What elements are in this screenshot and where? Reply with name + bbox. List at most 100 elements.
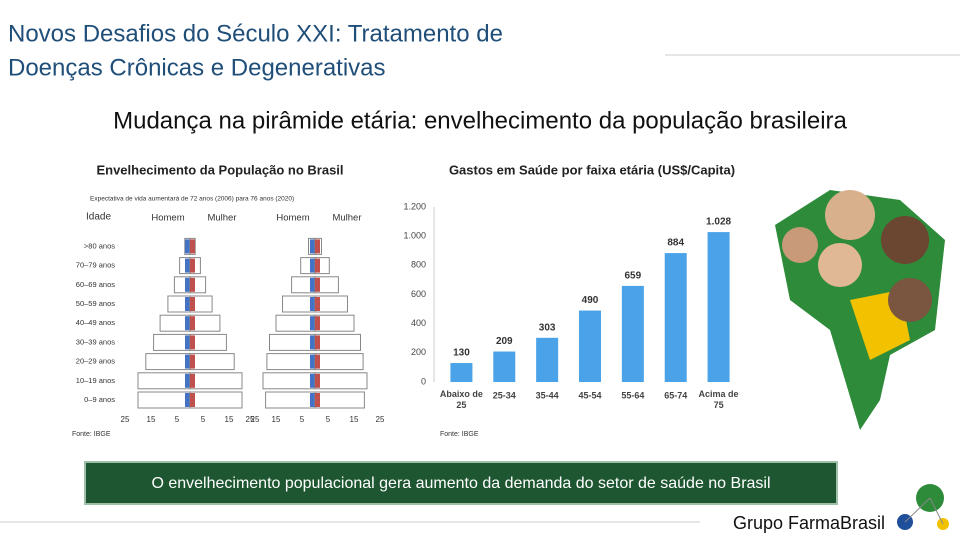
slide-subtitle: Mudança na pirâmide etária: envelhecimen… xyxy=(113,107,847,134)
x-tick-label: 25 xyxy=(251,415,260,424)
x-tick-label: 15 xyxy=(225,415,234,424)
pyramid-core xyxy=(190,393,195,407)
x-tick-label: 15 xyxy=(147,415,156,424)
pyramid-bar xyxy=(314,314,355,332)
pyramid-bar xyxy=(314,333,361,351)
x-tick-label: 25-34 xyxy=(493,390,516,400)
pyramid-core xyxy=(185,297,190,311)
pyramid-core xyxy=(185,335,190,350)
banner-text: O envelhecimento populacional gera aumen… xyxy=(151,475,770,492)
y-tick-label: 0–9 anos xyxy=(84,395,115,404)
x-tick-label: 25 xyxy=(246,415,255,424)
pyramid-core xyxy=(310,354,315,369)
legend-label: Mulher xyxy=(332,213,361,224)
legend-label: Mulher xyxy=(207,213,236,224)
x-tick-label: 45-54 xyxy=(578,390,601,400)
pyramid-core xyxy=(190,354,195,369)
pyramid-core xyxy=(315,335,320,350)
x-tick-label: 35-44 xyxy=(536,390,559,400)
pyramid-bar xyxy=(266,353,316,371)
banner xyxy=(84,461,838,505)
pyramid-core xyxy=(315,239,320,254)
y-tick-label: 40–49 anos xyxy=(76,318,115,327)
y-tick-label: 20–29 anos xyxy=(76,357,115,366)
pyramid-bar xyxy=(314,353,364,371)
x-tick-label: 5 xyxy=(326,415,331,424)
value-label: 490 xyxy=(582,295,599,306)
pyramid-core xyxy=(190,316,195,331)
pyramid-core xyxy=(315,393,320,407)
y-tick-label: 1.200 xyxy=(403,201,426,211)
pyramid-bar xyxy=(314,391,365,409)
x-tick-label: 15 xyxy=(350,415,359,424)
pyramid-bar xyxy=(189,391,243,409)
pyramid-core xyxy=(315,297,320,311)
value-label: 659 xyxy=(625,271,642,282)
pyramid-bar xyxy=(145,353,191,371)
chart-title: Gastos em Saúde por faixa etária (US$/Ca… xyxy=(449,162,735,177)
value-label: 303 xyxy=(539,322,556,333)
legend-label: Homem xyxy=(151,213,184,224)
pyramid-bar xyxy=(189,353,235,371)
pyramid-core xyxy=(190,297,195,311)
x-tick-label: Acima de 75 xyxy=(699,389,739,410)
pyramid-bar xyxy=(189,333,227,351)
y-tick-label: 30–39 anos xyxy=(76,337,115,346)
pyramid-core xyxy=(315,316,320,331)
bar xyxy=(707,232,730,382)
x-tick-label: 55-64 xyxy=(621,390,644,400)
pyramid-core xyxy=(185,354,190,369)
bar xyxy=(493,351,516,382)
slide-title: Novos Desafios do Século XXI: Tratamento… xyxy=(8,20,503,47)
pyramid-core xyxy=(310,373,315,388)
bar xyxy=(621,285,644,382)
photo-placeholder xyxy=(775,190,945,430)
pyramid-core xyxy=(310,239,315,254)
pyramid-core xyxy=(310,335,315,350)
pyramid-bar xyxy=(137,372,191,390)
pyramid-bar xyxy=(262,372,316,390)
chart-title: Envelhecimento da População no Brasil xyxy=(96,162,343,177)
logo-mark xyxy=(897,484,949,530)
x-tick-label: 5 xyxy=(201,415,206,424)
pyramid-core xyxy=(310,393,315,407)
y-tick-label: 70–79 anos xyxy=(76,261,115,270)
x-tick-label: 25 xyxy=(121,415,130,424)
source-note: Fonte: IBGE xyxy=(440,431,479,438)
pyramid-core xyxy=(310,258,315,273)
pyramid-core xyxy=(190,335,195,350)
pyramid-bar xyxy=(314,372,368,390)
logo-text: Grupo FarmaBrasil xyxy=(733,513,885,533)
axis-label: Idade xyxy=(86,212,111,223)
legend-label: Homem xyxy=(276,213,309,224)
y-tick-label: 1.000 xyxy=(403,231,426,241)
value-label: 130 xyxy=(453,348,470,359)
pyramid-bar xyxy=(275,314,316,332)
y-tick-label: >80 anos xyxy=(84,241,115,250)
x-tick-label: 65-74 xyxy=(664,390,687,400)
source-note: Fonte: IBGE xyxy=(72,431,111,438)
x-tick-label: 15 xyxy=(272,415,281,424)
pyramid-core xyxy=(190,258,195,273)
pyramid-core xyxy=(190,239,195,254)
value-label: 1.028 xyxy=(706,217,731,228)
y-tick-label: 200 xyxy=(411,347,426,357)
pyramid-core xyxy=(185,239,190,254)
pyramid-core xyxy=(310,297,315,311)
pyramid-bar xyxy=(269,333,316,351)
pyramid-core xyxy=(315,258,320,273)
y-tick-label: 10–19 anos xyxy=(76,376,115,385)
pyramid-core xyxy=(185,258,190,273)
pyramid-bar xyxy=(137,391,191,409)
x-tick-label: Abaixo de 25 xyxy=(440,389,483,410)
bar xyxy=(450,363,473,382)
pyramid-core xyxy=(315,373,320,388)
pyramid-core xyxy=(190,277,195,292)
pyramid-core xyxy=(310,277,315,292)
pyramid-core xyxy=(190,373,195,388)
pyramid-bar xyxy=(153,333,191,351)
pyramid-core xyxy=(185,373,190,388)
x-tick-label: 5 xyxy=(300,415,305,424)
pyramid-bar xyxy=(189,372,243,390)
